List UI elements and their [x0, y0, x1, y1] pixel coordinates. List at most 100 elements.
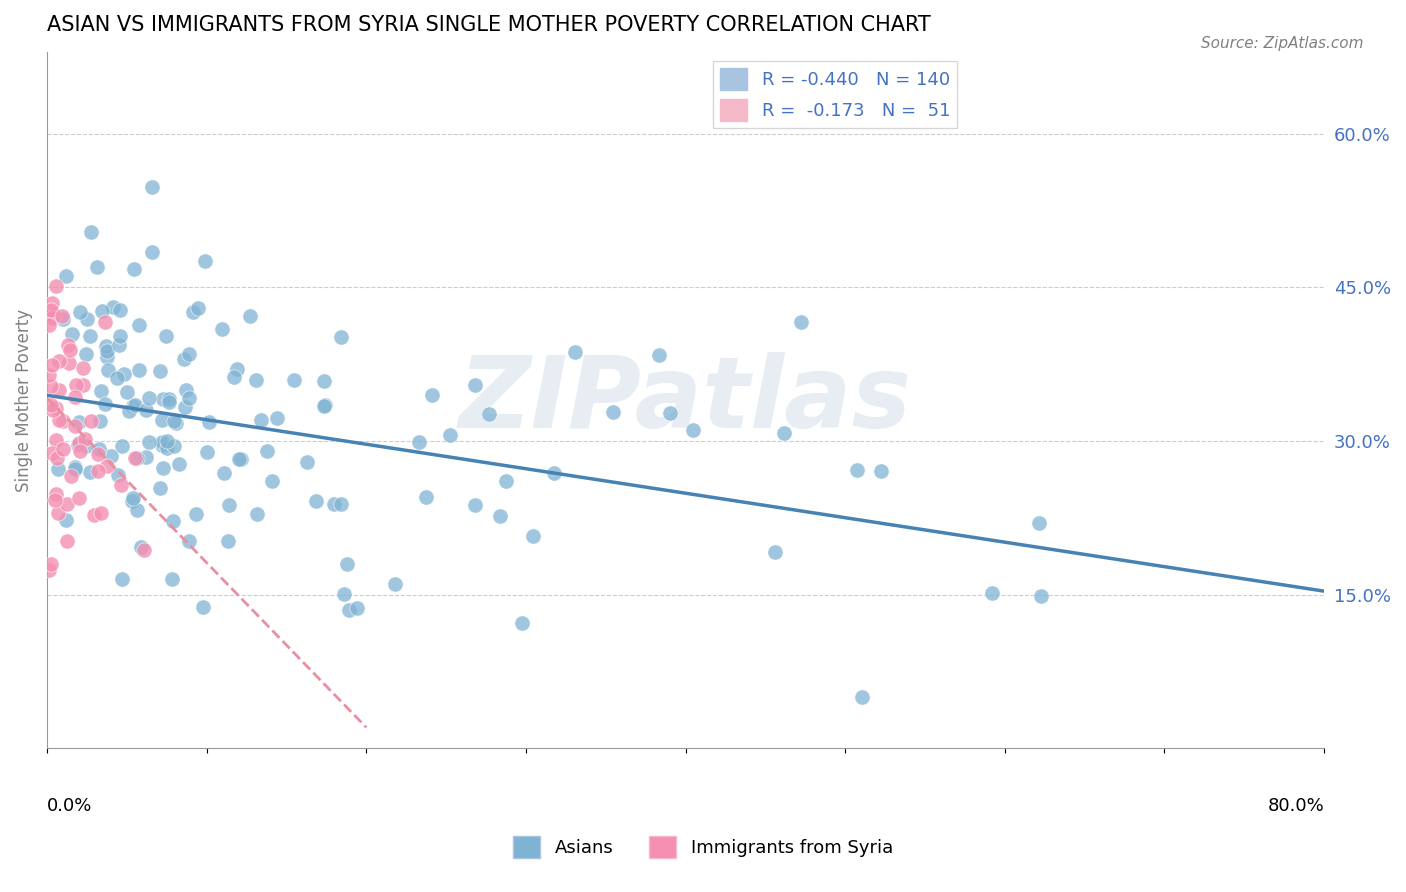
Point [67, 436, 90, 450]
Point [763, 545, 786, 559]
Point [60, 327, 83, 342]
Point [336, 557, 359, 571]
Point [177, 392, 200, 406]
Point [63, 462, 86, 476]
Point [150, 434, 173, 449]
Point [87, 447, 110, 461]
Point [312, 374, 335, 388]
Point [329, 329, 352, 343]
Point [464, 498, 486, 512]
Point [773, 425, 796, 440]
Point [96, 343, 118, 358]
Point [100, 449, 122, 463]
Point [141, 180, 163, 194]
Point [217, 534, 239, 549]
Point [41, 296, 63, 310]
Point [45, 433, 67, 447]
Point [658, 406, 681, 420]
Point [181, 305, 204, 319]
Point [65, 460, 87, 475]
Point [1031, 589, 1053, 603]
Point [48, 353, 70, 368]
Point [212, 467, 235, 481]
Point [45, 486, 67, 500]
Point [138, 435, 160, 450]
Point [543, 466, 565, 480]
Point [384, 577, 406, 591]
Point [48, 413, 70, 427]
Text: Source: ZipAtlas.com: Source: ZipAtlas.com [1201, 36, 1364, 51]
Point [121, 491, 143, 505]
Point [111, 439, 134, 453]
Point [110, 477, 132, 491]
Point [138, 391, 160, 405]
Point [97, 363, 120, 377]
Point [105, 371, 128, 385]
Point [420, 388, 443, 402]
Point [177, 533, 200, 548]
Point [197, 415, 219, 429]
Point [195, 445, 218, 459]
Point [162, 514, 184, 528]
Point [63, 390, 86, 404]
Legend: Asians, Immigrants from Syria: Asians, Immigrants from Syria [506, 829, 900, 865]
Point [55, 513, 77, 527]
Point [65, 377, 87, 392]
Point [58, 337, 80, 351]
Point [90, 384, 112, 398]
Point [322, 497, 344, 511]
Point [478, 407, 501, 421]
Point [522, 529, 544, 543]
Point [211, 322, 233, 336]
Point [38, 318, 60, 333]
Point [128, 318, 150, 333]
Point [108, 329, 131, 343]
Point [44, 493, 66, 508]
Point [124, 398, 146, 412]
Point [89, 442, 111, 456]
Point [141, 244, 163, 259]
Text: 0.0%: 0.0% [46, 797, 93, 815]
Point [41, 359, 63, 373]
Point [115, 384, 138, 399]
Point [337, 602, 360, 616]
Point [1028, 516, 1050, 530]
Point [218, 498, 240, 512]
Point [167, 457, 190, 471]
Point [157, 392, 180, 406]
Point [150, 438, 173, 452]
Point [790, 315, 813, 329]
Point [193, 599, 215, 614]
Point [93, 397, 115, 411]
Point [602, 405, 624, 419]
Point [187, 301, 209, 315]
Point [981, 586, 1004, 600]
Point [45, 401, 67, 415]
Point [55, 533, 77, 548]
Point [157, 395, 180, 409]
Point [107, 467, 129, 482]
Point [846, 463, 869, 477]
Point [194, 253, 217, 268]
Point [295, 455, 318, 469]
Point [83, 508, 105, 523]
Point [76, 311, 98, 326]
Point [305, 494, 328, 508]
Point [682, 423, 704, 437]
Point [135, 402, 157, 417]
Point [87, 465, 110, 479]
Point [408, 435, 430, 450]
Point [173, 352, 195, 367]
Point [266, 411, 288, 425]
Text: 80.0%: 80.0% [1267, 797, 1324, 815]
Point [283, 373, 305, 387]
Point [69, 304, 91, 318]
Point [152, 392, 174, 406]
Point [648, 347, 671, 361]
Point [41, 310, 63, 325]
Point [55, 268, 77, 283]
Point [108, 338, 131, 352]
Point [56, 497, 79, 511]
Point [129, 540, 152, 554]
Point [45, 278, 67, 293]
